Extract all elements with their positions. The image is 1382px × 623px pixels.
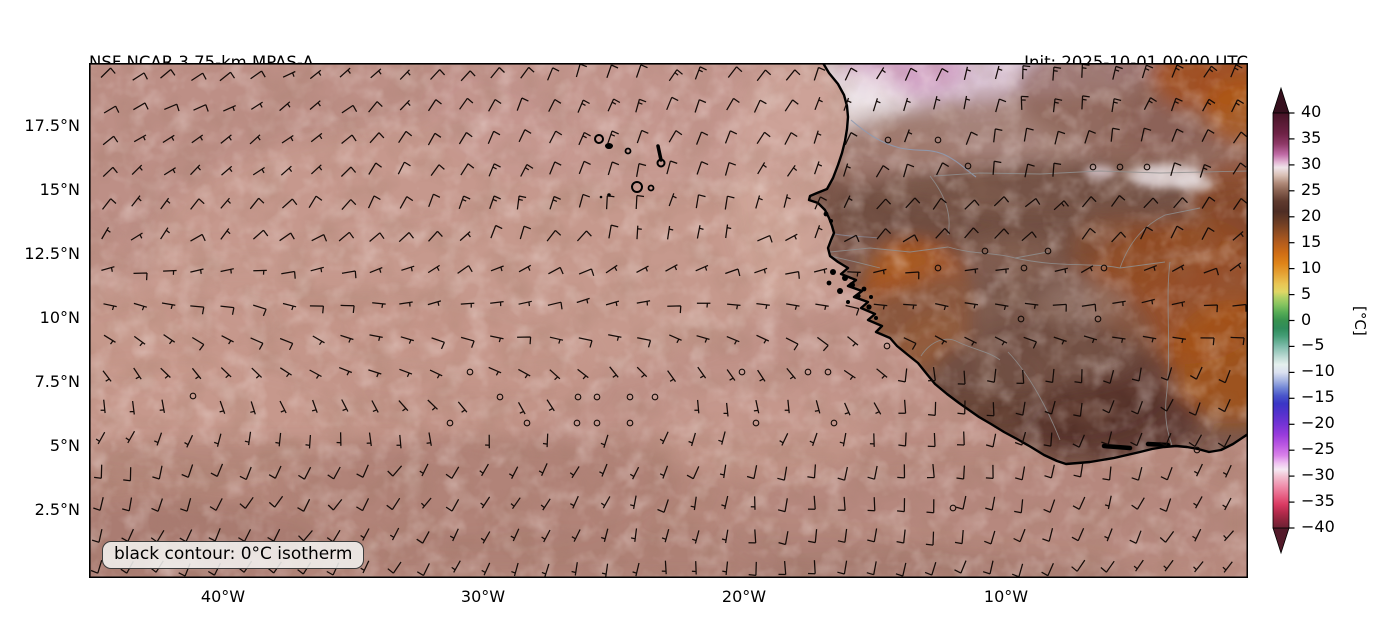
calm-wind-circle <box>496 393 504 401</box>
calm-wind-circle <box>1193 446 1201 454</box>
lon-tick-label: 10°W <box>983 587 1029 606</box>
calm-wind-circle <box>593 393 601 401</box>
estuary-islands <box>823 211 878 320</box>
lat-tick-label: 10°N <box>39 308 80 327</box>
calm-wind-circle <box>1116 163 1124 171</box>
calm-wind-circle <box>830 419 838 427</box>
lat-tick-label: 7.5°N <box>34 372 80 391</box>
calm-wind-circle <box>981 247 989 255</box>
texture-dark <box>89 63 1248 578</box>
colorbar <box>1272 86 1295 555</box>
calm-wind-circle <box>1089 163 1097 171</box>
lon-tick-label: 20°W <box>721 587 767 606</box>
colorbar-tick-label: −20 <box>1301 413 1335 433</box>
lon-tick-label: 30°W <box>460 587 506 606</box>
lat-tick-label: 5°N <box>49 436 80 455</box>
map-axes <box>89 63 1248 578</box>
lon-tick-label: 40°W <box>200 587 246 606</box>
axes-frame <box>89 63 1248 578</box>
calm-wind-circle <box>651 393 659 401</box>
colorbar-tick-label: 10 <box>1301 257 1322 277</box>
calm-wind-circle <box>593 419 601 427</box>
calm-wind-circle <box>1143 163 1151 171</box>
lat-tick-label: 17.5°N <box>24 116 80 135</box>
colorbar-tick-label: −10 <box>1301 361 1335 381</box>
calm-wind-circle <box>934 136 942 144</box>
country-borders <box>829 170 1248 447</box>
calm-wind-circle <box>1017 315 1025 323</box>
colorbar-tick-label: −25 <box>1301 439 1335 459</box>
colorbar-tick-label: 30 <box>1301 153 1322 173</box>
colorbar-ticks <box>1289 112 1295 529</box>
calm-wind-circle <box>752 419 760 427</box>
colorbar-tick-label: 5 <box>1301 283 1312 303</box>
calm-wind-circle <box>574 393 582 401</box>
calm-wind-circle <box>949 504 957 512</box>
calm-wind-circle <box>738 368 746 376</box>
colorbar-tick-label: −15 <box>1301 387 1335 407</box>
colorbar-tick-label: −5 <box>1301 335 1325 355</box>
calm-wind-circle <box>189 392 197 400</box>
calm-wind-circle <box>1020 264 1028 272</box>
calm-wind-circle <box>466 368 474 376</box>
calm-wind-circle <box>446 419 454 427</box>
colorbar-tick-label: 0 <box>1301 309 1312 329</box>
calm-wind-circle <box>1100 264 1108 272</box>
calm-wind-circle <box>883 342 891 350</box>
calm-wind-circle <box>626 419 634 427</box>
cape-verde-islands <box>594 134 666 199</box>
colorbar-tick-label: 35 <box>1301 127 1322 147</box>
calm-wind-circle <box>523 419 531 427</box>
colorbar-gradient <box>1272 112 1290 529</box>
map-content <box>89 63 1248 578</box>
colorbar-tick-label: 20 <box>1301 205 1322 225</box>
calm-wind-circle <box>1044 247 1052 255</box>
isotherm-annotation: black contour: 0°C isotherm <box>102 541 365 569</box>
calm-wind-circle <box>824 368 832 376</box>
calm-wind-circle <box>1094 315 1102 323</box>
coastline <box>807 63 1248 466</box>
calm-wind-circle <box>934 264 942 272</box>
calm-wind-circle <box>884 136 892 144</box>
colorbar-tick-label: 15 <box>1301 231 1322 251</box>
colorbar-under-arrow <box>1272 527 1290 555</box>
lat-tick-label: 15°N <box>39 180 80 199</box>
temperature-wind-map <box>89 63 1248 578</box>
calm-wind-circle <box>573 419 581 427</box>
colorbar-units-label: [°C] <box>1351 306 1369 336</box>
calm-wind-circle <box>964 162 972 170</box>
lat-tick-label: 2.5°N <box>34 500 80 519</box>
colorbar-tick-label: −35 <box>1301 491 1335 511</box>
colorbar-tick-label: 40 <box>1301 102 1322 121</box>
wind-barbs <box>90 63 1248 578</box>
colorbar-tick-label: −30 <box>1301 465 1335 485</box>
calm-wind-circle <box>804 368 812 376</box>
colorbar-over-arrow <box>1272 86 1290 114</box>
calm-wind-circle <box>626 393 634 401</box>
colorbar-tick-label: 25 <box>1301 179 1322 199</box>
colorbar-tick-label: −40 <box>1301 517 1335 536</box>
lat-tick-label: 12.5°N <box>24 244 80 263</box>
